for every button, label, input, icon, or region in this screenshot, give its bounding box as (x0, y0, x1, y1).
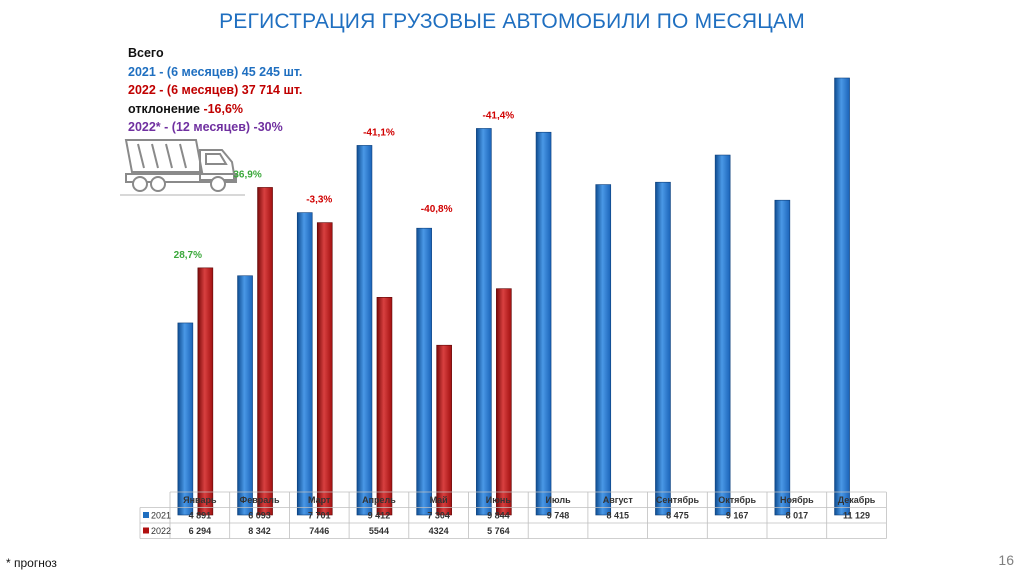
data-label-2021-4: 7 304 (427, 511, 450, 521)
totals-2021: 2021 - (6 месяцев) 45 245 шт. (128, 64, 303, 79)
tick-label-1: Февраль (240, 495, 280, 505)
deviation-label: отклонение (128, 101, 204, 116)
bar-2022-3 (376, 297, 393, 516)
totals-deviation: отклонение -16,6% (128, 100, 302, 119)
data-label-2021-2: 7 701 (308, 511, 331, 521)
tick-label-4: Май (430, 495, 448, 505)
annotation-2: -3,3% (306, 195, 332, 206)
bar-2022-4 (436, 344, 452, 516)
data-label-2021-9: 9 167 (726, 511, 749, 521)
data-label-2021-11: 11 129 (843, 511, 870, 521)
totals-forecast: 2022* - (12 месяцев) -30% (128, 120, 283, 134)
chart-title: РЕГИСТРАЦИЯ ГРУЗОВЫЕ АВТОМОБИЛИ ПО МЕСЯЦ… (219, 10, 805, 33)
tick-label-5: Июнь (486, 495, 512, 505)
page-number: 16 (998, 552, 1014, 568)
bar-2021-4 (416, 227, 432, 516)
bar-2021-6 (535, 131, 552, 516)
annotation-0: 28,7% (174, 250, 202, 261)
totals-block: Всего 2021 - (6 месяцев) 45 245 шт. 2022… (128, 44, 302, 137)
annotation-3: -41,1% (363, 127, 395, 138)
bar-2021-1 (237, 275, 253, 516)
bar-2021-2 (296, 212, 313, 516)
data-label-2021-0: 4 891 (189, 511, 212, 521)
bar-2022-1 (257, 187, 273, 516)
totals-2022: 2022 - (6 месяцев) 37 714 шт. (128, 83, 303, 97)
bar-2022-5 (496, 288, 512, 516)
footnote: * прогноз (6, 556, 57, 570)
tick-label-3: Апрель (362, 495, 396, 505)
data-label-2022-2: 7446 (309, 526, 329, 536)
data-label-2022-0: 6 294 (189, 526, 212, 536)
data-label-2021-8: 8 475 (666, 511, 689, 521)
bar-2022-0 (197, 267, 214, 516)
legend-label-2021: 2021 (151, 511, 171, 521)
data-label-2021-1: 6 093 (248, 511, 271, 521)
bar-2021-11 (834, 77, 850, 516)
data-label-2022-4: 4324 (429, 526, 449, 536)
data-label-2021-7: 8 415 (606, 511, 629, 521)
bar-2021-8 (655, 181, 671, 516)
tick-label-10: Ноябрь (780, 495, 814, 505)
bar-2021-3 (356, 145, 373, 516)
bar-2021-7 (595, 184, 612, 516)
annotation-5: -41,4% (483, 110, 515, 121)
dump-truck-icon (120, 139, 245, 196)
bar-2021-0 (177, 322, 194, 516)
tick-label-7: Август (603, 495, 634, 505)
data-label-2021-10: 8 017 (786, 511, 809, 521)
totals-heading: Всего (128, 46, 164, 60)
deviation-value: -16,6% (203, 101, 244, 116)
tick-label-11: Декабрь (838, 495, 876, 505)
annotation-4: -40,8% (421, 204, 453, 215)
tick-label-8: Сентябрь (656, 495, 700, 505)
legend-key-2022 (143, 527, 149, 534)
annotation-1: 36,9% (233, 169, 261, 180)
data-label-2021-6: 9 748 (547, 511, 570, 521)
data-label-2021-3: 9 412 (368, 511, 391, 521)
data-label-2022-5: 5 764 (487, 526, 510, 536)
tick-label-9: Октябрь (718, 495, 756, 505)
data-label-2022-3: 5544 (369, 526, 389, 536)
bar-2022-2 (316, 222, 333, 516)
legend-label-2022: 2022 (151, 526, 171, 536)
bar-2021-9 (714, 154, 731, 516)
data-label-2021-5: 9 844 (487, 511, 510, 521)
data-label-2022-1: 8 342 (248, 526, 271, 536)
bar-2021-10 (774, 199, 791, 516)
tick-label-0: Январь (183, 495, 217, 505)
legend-key-2021 (143, 512, 149, 518)
tick-label-2: Март (308, 495, 331, 505)
tick-label-6: Июль (545, 495, 571, 505)
bar-2021-5 (476, 128, 492, 516)
